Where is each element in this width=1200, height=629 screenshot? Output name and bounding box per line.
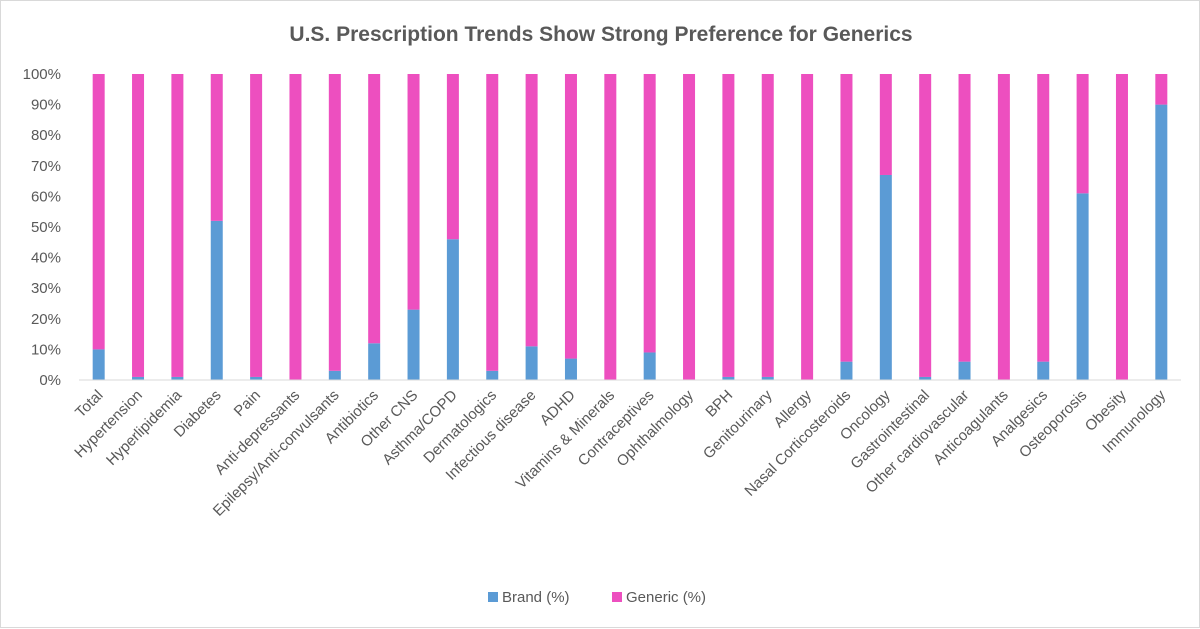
bar-brand [958, 361, 971, 380]
bar-brand [722, 376, 735, 380]
y-tick-label: 50% [31, 219, 61, 236]
bar-generic [92, 74, 105, 350]
bar-generic [840, 74, 853, 362]
legend-label-brand: Brand (%) [502, 589, 570, 606]
y-tick-label: 20% [31, 311, 61, 328]
y-tick-label: 90% [31, 97, 61, 114]
y-tick-label: 30% [31, 280, 61, 297]
bar-brand [328, 370, 341, 380]
bar-generic [1155, 74, 1168, 105]
bar-generic [761, 74, 774, 377]
bar-brand [92, 349, 105, 380]
x-category-label: Pain [231, 387, 264, 420]
bar-brand [1037, 361, 1050, 380]
bar-generic [722, 74, 735, 377]
bar-generic [407, 74, 420, 310]
legend-swatch-brand [488, 592, 498, 602]
y-tick-label: 10% [31, 341, 61, 358]
x-category-label: BPH [702, 387, 736, 421]
bar-generic [1076, 74, 1089, 194]
x-category-label: Genitourinary [700, 386, 776, 462]
chart-title: U.S. Prescription Trends Show Strong Pre… [289, 23, 912, 46]
bar-brand [250, 376, 263, 380]
bar-generic [643, 74, 656, 353]
bar-generic [801, 74, 814, 380]
bar-generic [446, 74, 459, 240]
y-tick-label: 70% [31, 158, 61, 175]
bar-generic [525, 74, 538, 347]
y-tick-label: 60% [31, 188, 61, 205]
bars [92, 74, 1168, 380]
x-category-label: Total [72, 387, 106, 421]
bar-generic [289, 74, 302, 380]
bar-generic [328, 74, 341, 371]
bar-brand [525, 346, 538, 380]
bar-generic [210, 74, 223, 221]
bar-generic [132, 74, 145, 377]
bar-generic [879, 74, 892, 175]
bar-brand [368, 343, 381, 380]
bar-brand [761, 376, 774, 380]
bar-generic [1037, 74, 1050, 362]
y-axis: 0% 10% 20% 30% 40% 50% 60% 70% 80% 90% 100% [23, 66, 61, 389]
bar-generic [171, 74, 184, 377]
bar-brand [210, 220, 223, 380]
bar-generic [919, 74, 932, 377]
legend-label-generic: Generic (%) [626, 589, 706, 606]
bar-generic [604, 74, 617, 380]
bar-brand [132, 376, 145, 380]
y-tick-label: 40% [31, 250, 61, 267]
bar-brand [1155, 104, 1168, 380]
bar-brand [171, 376, 184, 380]
y-tick-label: 0% [39, 372, 61, 389]
bar-generic [1115, 74, 1128, 380]
bar-brand [879, 174, 892, 380]
bar-brand [486, 370, 499, 380]
bar-generic [564, 74, 577, 359]
bar-generic [997, 74, 1010, 380]
bar-generic [250, 74, 263, 377]
bar-brand [919, 376, 932, 380]
bar-brand [564, 358, 577, 380]
legend-swatch-generic [612, 592, 622, 602]
bar-brand [840, 361, 853, 380]
bar-generic [958, 74, 971, 362]
bar-brand [446, 239, 459, 380]
bar-generic [368, 74, 381, 344]
bar-generic [486, 74, 499, 371]
legend: Brand (%) Generic (%) [488, 589, 706, 606]
bar-brand [1076, 193, 1089, 380]
bar-brand [407, 309, 420, 380]
y-tick-label: 80% [31, 127, 61, 144]
bar-brand [643, 352, 656, 380]
bar-generic [683, 74, 696, 380]
y-tick-label: 100% [23, 66, 61, 83]
